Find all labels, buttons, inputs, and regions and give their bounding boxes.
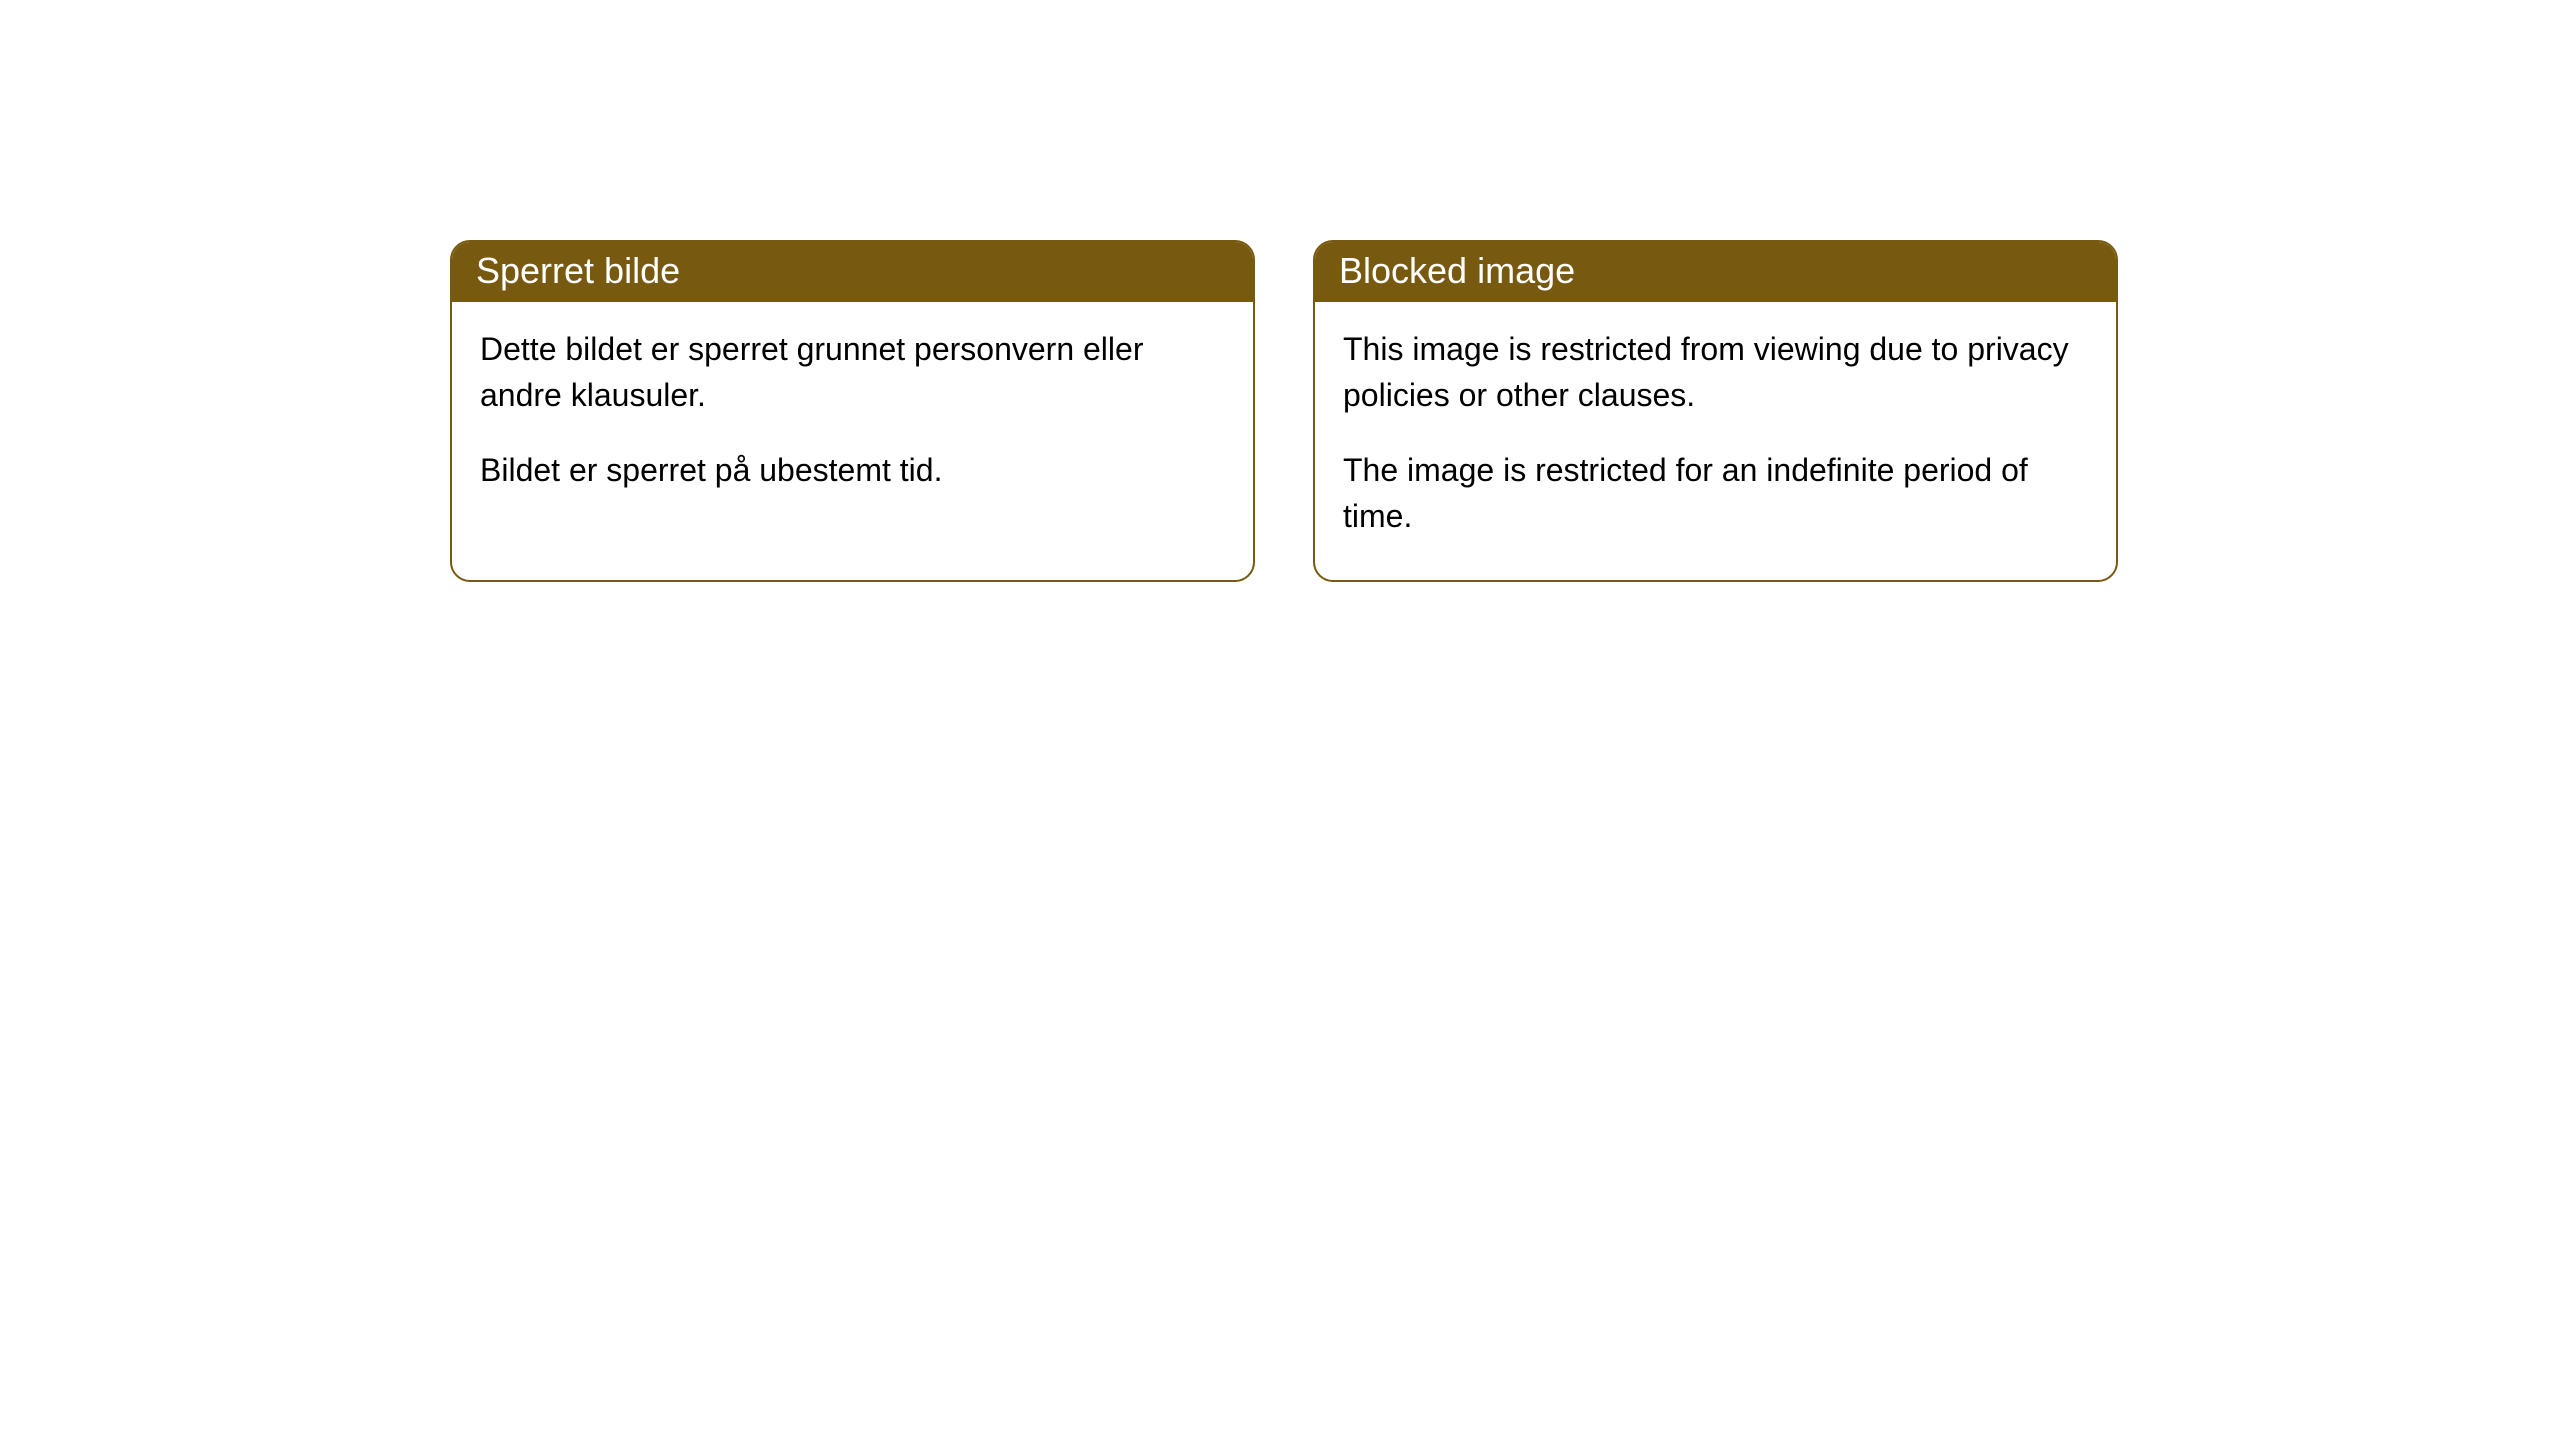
card-paragraph-2-norwegian: Bildet er sperret på ubestemt tid.	[480, 447, 1225, 493]
card-paragraph-2-english: The image is restricted for an indefinit…	[1343, 447, 2088, 540]
card-title-norwegian: Sperret bilde	[476, 250, 680, 291]
card-title-english: Blocked image	[1339, 250, 1575, 291]
card-header-english: Blocked image	[1315, 242, 2116, 302]
card-body-norwegian: Dette bildet er sperret grunnet personve…	[452, 302, 1253, 533]
notice-card-norwegian: Sperret bilde Dette bildet er sperret gr…	[450, 240, 1255, 582]
notice-card-english: Blocked image This image is restricted f…	[1313, 240, 2118, 582]
card-header-norwegian: Sperret bilde	[452, 242, 1253, 302]
card-body-english: This image is restricted from viewing du…	[1315, 302, 2116, 580]
card-paragraph-1-norwegian: Dette bildet er sperret grunnet personve…	[480, 326, 1225, 419]
card-paragraph-1-english: This image is restricted from viewing du…	[1343, 326, 2088, 419]
notice-cards-container: Sperret bilde Dette bildet er sperret gr…	[450, 240, 2118, 582]
